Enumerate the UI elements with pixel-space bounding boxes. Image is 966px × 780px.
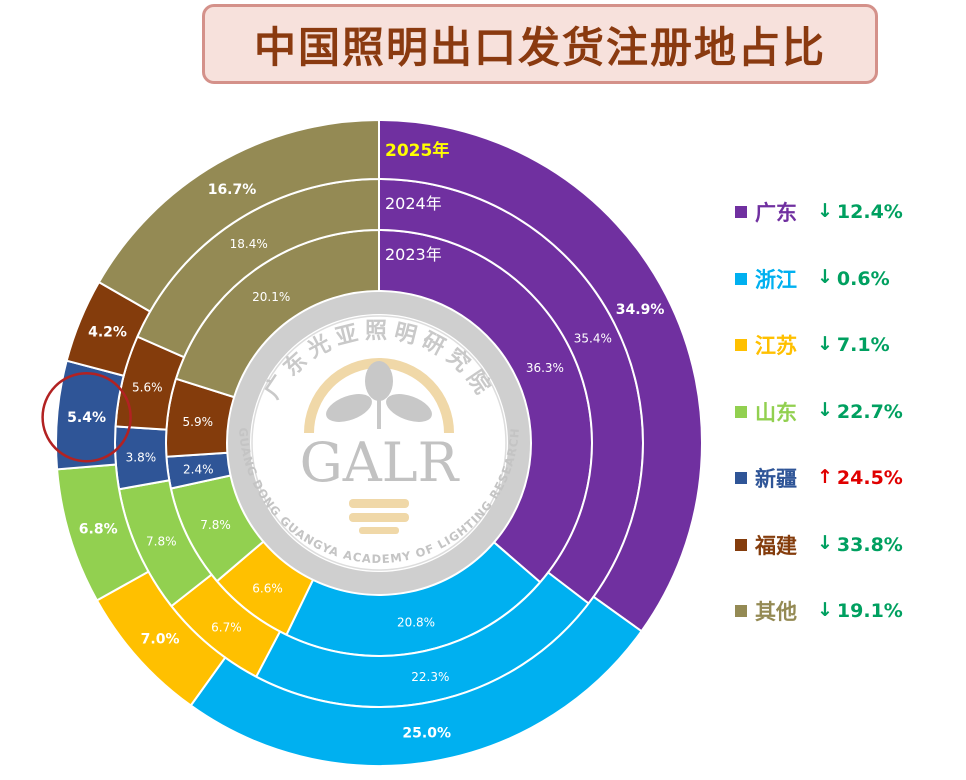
ring-3-segment-其他: [97, 118, 380, 313]
legend-swatch: [735, 405, 747, 418]
value-label-2-广东: 35.4%: [574, 331, 612, 345]
arrow-down-icon: ↓: [817, 598, 833, 621]
series-labels: 2023年 2024年 2025年: [385, 140, 449, 264]
value-label-2-山东: 7.8%: [146, 535, 177, 549]
stem-icon: [377, 395, 381, 429]
legend-label: 江苏: [755, 334, 797, 358]
value-label-3-广东: 34.9%: [616, 302, 665, 318]
watermark-inner-ring: [251, 315, 507, 571]
value-label-2-浙江: 22.3%: [411, 670, 449, 684]
legend-swatch: [735, 472, 747, 484]
value-label-3-江苏: 7.0%: [141, 632, 180, 648]
legend-label: 浙江: [755, 267, 797, 292]
value-label-2-其他: 18.4%: [230, 237, 268, 251]
value-label-3-其他: 16.7%: [208, 182, 257, 198]
ring-3-segment-广东: [378, 118, 703, 633]
bulb-base-1-icon: [349, 499, 409, 508]
legend-item-新疆: 新疆 ↑ 24.5%: [735, 462, 955, 494]
value-label-2-福建: 5.6%: [132, 381, 163, 395]
series-label-2025年: 2025年: [385, 140, 449, 161]
value-label-1-其他: 20.1%: [252, 290, 290, 304]
highlight-circle: [41, 371, 132, 463]
legend-item-浙江: 浙江 ↓ 0.6%: [735, 263, 955, 295]
legend-item-江苏: 江苏 ↓ 7.1%: [735, 329, 955, 361]
bulb-base-2-icon: [349, 513, 409, 522]
value-label-3-浙江: 25.0%: [402, 726, 451, 742]
legend-label: 其他: [755, 600, 797, 624]
legend-item-其他: 其他 ↓ 19.1%: [735, 595, 955, 627]
legend-item-山东: 山东 ↓ 22.7%: [735, 396, 955, 428]
legend-item-广东: 广东 ↓ 12.4%: [735, 196, 955, 228]
series-label-2023年: 2023年: [385, 245, 442, 264]
bulb-base-3-icon: [359, 527, 399, 534]
value-label-2-新疆: 3.8%: [126, 451, 157, 465]
value-labels: 36.3% 20.8% 6.6% 7.8% 2.4% 5.9% 20.1% 35.4% 22.3…: [67, 182, 664, 742]
legend-swatch: [735, 538, 747, 551]
legend-item-福建: 福建 ↓ 33.8%: [735, 529, 955, 561]
legend-swatch: [735, 605, 747, 617]
highlight-circle-mark: [41, 371, 132, 463]
leaf-left-icon: [326, 394, 372, 422]
chart-title: 中国照明出口发货注册地占比: [253, 22, 826, 72]
arrow-down-icon: ↓: [817, 399, 833, 421]
value-label-1-福建: 5.9%: [183, 415, 214, 429]
title-box: 中国照明出口发货注册地占比: [202, 4, 878, 84]
value-label-1-新疆: 2.4%: [183, 463, 214, 477]
legend-change-value: 22.7%: [836, 400, 903, 423]
value-label-3-山东: 6.8%: [79, 521, 118, 537]
arrow-down-icon: ↓: [817, 532, 833, 554]
series-label-2024年: 2024年: [385, 194, 442, 213]
legend-label: 山东: [755, 400, 797, 425]
legend-change-value: 0.6%: [836, 267, 890, 290]
arrow-down-icon: ↓: [817, 199, 833, 222]
value-label-1-浙江: 20.8%: [397, 616, 435, 630]
arrow-down-icon: ↓: [817, 332, 833, 355]
legend-change-value: 24.5%: [836, 467, 903, 489]
donut-rings: [55, 118, 703, 767]
legend-label: 广东: [755, 201, 797, 225]
value-label-2-江苏: 6.7%: [211, 620, 242, 634]
leaf-top-icon: [365, 361, 393, 401]
legend-change-value: 19.1%: [836, 600, 903, 622]
watermark-acronym: GALR: [300, 431, 460, 494]
legend-change-value: 33.8%: [836, 533, 903, 556]
legend-change-value: 7.1%: [836, 334, 890, 356]
arrow-up-icon: ↑: [817, 465, 833, 488]
legend-label: 新疆: [755, 467, 797, 491]
value-label-3-福建: 4.2%: [88, 325, 127, 341]
leaf-right-icon: [386, 394, 432, 422]
legend-label: 福建: [755, 533, 797, 558]
legend-swatch: [735, 339, 747, 351]
value-label-3-新疆: 5.4%: [67, 410, 106, 426]
value-label-1-山东: 7.8%: [200, 518, 231, 532]
legend-swatch: [735, 272, 747, 285]
watermark-ring: [228, 292, 530, 594]
legend-change-value: 12.4%: [836, 201, 903, 223]
value-label-1-江苏: 6.6%: [252, 582, 283, 596]
legend-swatch: [735, 206, 747, 218]
value-label-1-广东: 36.3%: [526, 361, 564, 375]
arrow-down-icon: ↓: [817, 266, 833, 288]
